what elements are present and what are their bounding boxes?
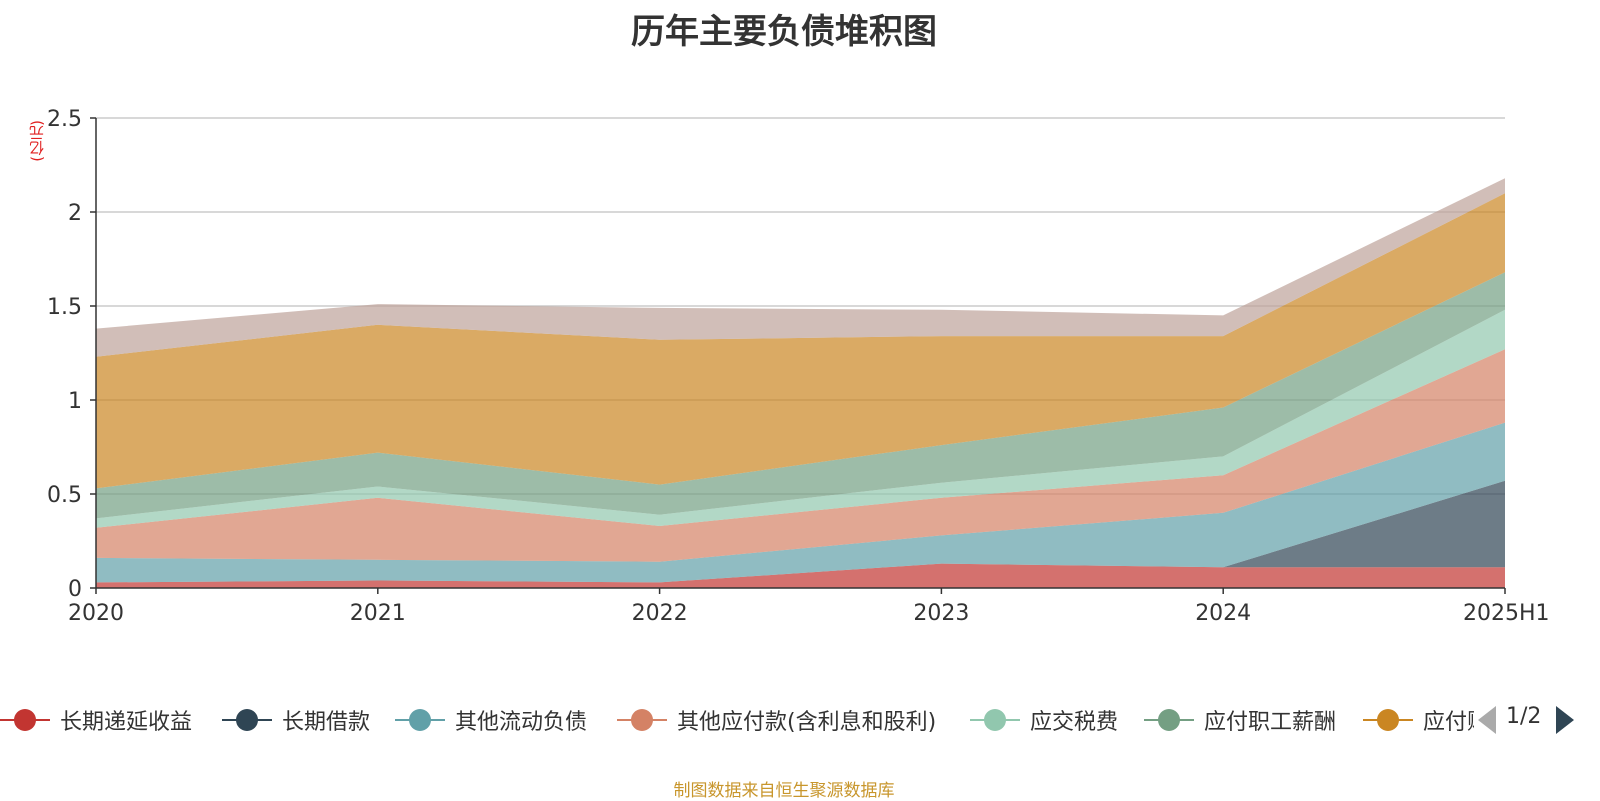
y-tick-label-2: 1: [68, 389, 82, 414]
chart-title: 历年主要负债堆积图: [631, 12, 937, 52]
data-source-note: 制图数据来自恒生聚源数据库: [673, 781, 895, 801]
area-series-4: [96, 309, 1505, 528]
x-tick-label-5: 2025H1: [1463, 601, 1550, 626]
x-tick-label-2: 2022: [632, 601, 688, 626]
area-series-6: [96, 193, 1505, 489]
x-tick-label-1: 2021: [350, 601, 406, 626]
x-tick-label-4: 2024: [1195, 601, 1251, 626]
legend-item-1[interactable]: 长期借款: [222, 700, 370, 740]
legend-label: 应付职工薪酬: [1204, 710, 1337, 735]
y-tick-label-3: 1.5: [47, 295, 82, 320]
legend-prev-page-icon[interactable]: [1478, 706, 1496, 734]
legend-label: 应交税费: [1030, 710, 1119, 735]
y-tick-label-0: 0: [68, 577, 82, 602]
legend-marker-icon: [0, 705, 50, 735]
y-tick-label-4: 2: [68, 201, 82, 226]
y-tick-label-5: 2.5: [47, 107, 82, 132]
legend-label: 长期递延收益: [60, 710, 193, 735]
x-tick-label-3: 2023: [913, 601, 969, 626]
legend-item-5[interactable]: 应付职工薪酬: [1144, 700, 1336, 740]
x-tick-label-0: 2020: [68, 601, 124, 626]
area-series-0: [96, 563, 1505, 588]
legend-item-3[interactable]: 其他应付款(含利息和股利): [617, 700, 936, 740]
y-tick-label-1: 0.5: [47, 483, 82, 508]
legend-label: 其他应付款(含利息和股利): [677, 710, 937, 735]
area-series-7: [96, 178, 1505, 357]
stacked-area-chart: 0 0.5 1 1.5 2 2.5 2020 2021 2022 2023 2024 2025H1: [47, 107, 1550, 626]
legend-marker-icon: [395, 705, 445, 735]
area-series-2: [96, 422, 1505, 583]
legend-label: 其他流动负债: [455, 710, 588, 735]
area-series-3: [96, 349, 1505, 562]
legend-label: 应付账款: [1423, 710, 1474, 735]
legend-page-indicator: 1/2: [1506, 704, 1542, 729]
legend-item-0[interactable]: 长期递延收益: [0, 700, 192, 740]
legend-marker-icon: [970, 705, 1020, 735]
legend-item-2[interactable]: 其他流动负债: [395, 700, 587, 740]
area-series-5: [96, 272, 1505, 519]
legend-marker-icon: [617, 705, 667, 735]
legend-next-page-icon[interactable]: [1556, 706, 1574, 734]
chart-legend: 长期递延收益 长期借款 其他流动负债 其他应付款(含利息和股利) 应交税费 应付职工薪酬 应…: [0, 700, 1474, 740]
legend-marker-icon: [1363, 705, 1413, 735]
legend-label: 长期借款: [282, 710, 371, 735]
legend-pager: 1/2: [1474, 700, 1600, 740]
legend-marker-icon: [222, 705, 272, 735]
legend-item-4[interactable]: 应交税费: [970, 700, 1118, 740]
legend-item-6[interactable]: 应付账款: [1363, 700, 1474, 740]
legend-marker-icon: [1144, 705, 1194, 735]
